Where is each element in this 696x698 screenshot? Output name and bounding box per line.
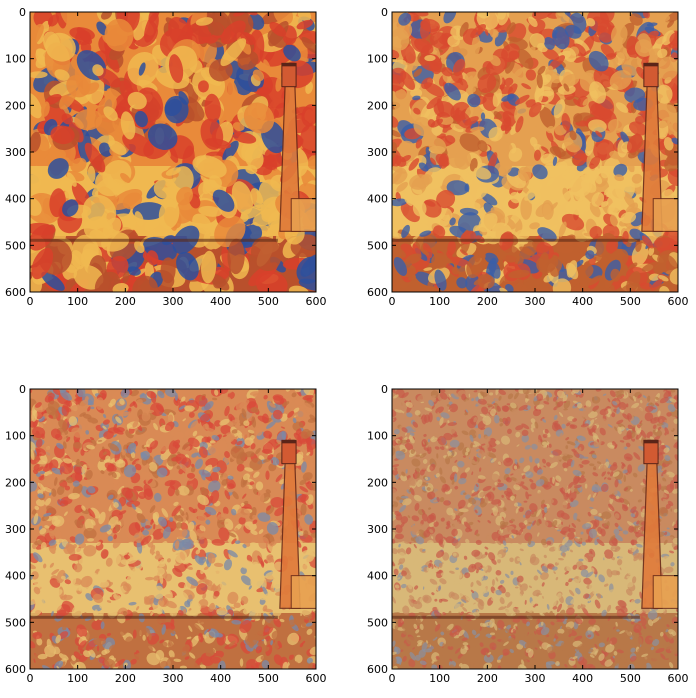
x-tick-label: 300 [163,295,184,308]
shoreline [30,238,278,242]
x-tick-label: 100 [429,672,450,685]
lighthouse-lantern [643,439,659,465]
y-tick-label: 200 [367,476,388,489]
keeper-house [290,198,316,232]
y-tick-label: 300 [5,146,26,159]
y-tick-label: 200 [367,99,388,112]
keeper-house [652,575,678,609]
subplot-top-left: 0 100 200 300 400 500 600 0 100 200 300 400 500 600 [0,0,340,320]
lighthouse [641,62,678,232]
subplot-bottom-left: 0 100 200 300 400 500 600 0 100 200 300 400 500 600 [0,377,340,697]
x-tick-label: 300 [525,672,546,685]
y-tick-label: 600 [367,663,388,676]
y-tick-label: 0 [19,383,26,396]
y-tick-label: 0 [19,6,26,19]
y-tick-label: 300 [367,523,388,536]
x-tick-label: 600 [668,672,689,685]
y-tick-label: 100 [5,430,26,443]
y-tick-label: 600 [5,286,26,299]
x-tick-label: 400 [210,295,231,308]
x-tick-label: 0 [389,672,396,685]
y-tick-label: 0 [381,6,388,19]
y-tick-label: 400 [367,193,388,206]
x-tick-label: 300 [525,295,546,308]
x-tick-label: 400 [210,672,231,685]
x-tick-label: 200 [115,672,136,685]
y-tick-label: 500 [367,239,388,252]
lighthouse-lantern [643,62,659,88]
y-tick-label: 500 [5,239,26,252]
lighthouse-gallery [643,440,659,444]
image-content [30,12,316,292]
y-tick-label: 600 [367,286,388,299]
lighthouse-lantern [281,62,297,88]
keeper-house [290,575,316,609]
x-tick-label: 600 [306,672,327,685]
y-tick-label: 400 [5,193,26,206]
shoreline [392,615,640,619]
lighthouse [279,62,316,232]
lighthouse-gallery [281,63,297,67]
x-tick-label: 600 [668,295,689,308]
image-content [392,12,678,292]
x-tick-label: 200 [477,295,498,308]
y-tick-label: 400 [5,570,26,583]
x-tick-label: 0 [27,672,34,685]
x-tick-label: 500 [258,672,279,685]
keeper-house [652,198,678,232]
x-tick-label: 400 [572,672,593,685]
y-tick-label: 0 [381,383,388,396]
x-tick-label: 300 [163,672,184,685]
y-tick-label: 500 [5,616,26,629]
y-tick-label: 400 [367,570,388,583]
x-tick-label: 500 [620,295,641,308]
y-tick-label: 100 [5,53,26,66]
subplot-top-right: 0 100 200 300 400 500 600 0 100 200 300 400 500 600 [362,0,696,320]
x-tick-label: 200 [477,672,498,685]
x-tick-label: 200 [115,295,136,308]
x-tick-label: 500 [258,295,279,308]
y-tick-label: 200 [5,99,26,112]
y-tick-label: 600 [5,663,26,676]
x-tick-label: 500 [620,672,641,685]
lighthouse [641,439,678,609]
y-tick-label: 500 [367,616,388,629]
image-content [392,389,678,669]
shoreline [30,615,278,619]
lighthouse [279,439,316,609]
y-tick-label: 200 [5,476,26,489]
x-tick-label: 100 [67,672,88,685]
image-content [30,389,316,669]
subplot-bottom-right: 0 100 200 300 400 500 600 0 100 200 300 400 500 600 [362,377,696,697]
y-tick-label: 100 [367,53,388,66]
x-tick-label: 600 [306,295,327,308]
y-tick-label: 300 [5,523,26,536]
lighthouse-gallery [281,440,297,444]
y-tick-label: 300 [367,146,388,159]
x-tick-label: 0 [27,295,34,308]
x-tick-label: 100 [67,295,88,308]
y-tick-label: 100 [367,430,388,443]
lighthouse-lantern [281,439,297,465]
lighthouse-gallery [643,63,659,67]
x-tick-label: 0 [389,295,396,308]
x-tick-label: 100 [429,295,450,308]
shoreline [392,238,640,242]
x-tick-label: 400 [572,295,593,308]
